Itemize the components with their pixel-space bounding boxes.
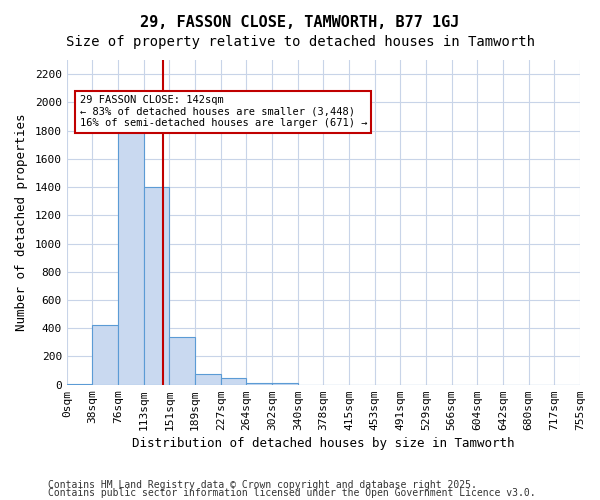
Text: Contains HM Land Registry data © Crown copyright and database right 2025.: Contains HM Land Registry data © Crown c… — [48, 480, 477, 490]
Y-axis label: Number of detached properties: Number of detached properties — [15, 114, 28, 331]
Bar — [195, 374, 221, 384]
Bar — [118, 127, 144, 384]
Bar — [247, 382, 272, 384]
Text: 29 FASSON CLOSE: 142sqm
← 83% of detached houses are smaller (3,448)
16% of semi: 29 FASSON CLOSE: 142sqm ← 83% of detache… — [80, 96, 367, 128]
X-axis label: Distribution of detached houses by size in Tamworth: Distribution of detached houses by size … — [132, 437, 515, 450]
Bar — [144, 187, 169, 384]
Text: Size of property relative to detached houses in Tamworth: Size of property relative to detached ho… — [65, 35, 535, 49]
Text: 29, FASSON CLOSE, TAMWORTH, B77 1GJ: 29, FASSON CLOSE, TAMWORTH, B77 1GJ — [140, 15, 460, 30]
Bar — [221, 378, 247, 384]
Bar — [92, 326, 118, 384]
Bar — [169, 336, 195, 384]
Text: Contains public sector information licensed under the Open Government Licence v3: Contains public sector information licen… — [48, 488, 536, 498]
